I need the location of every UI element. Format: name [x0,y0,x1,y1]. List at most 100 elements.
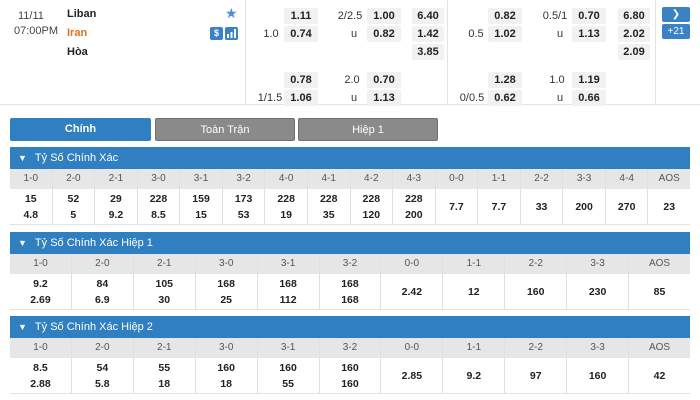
section-header[interactable]: ▼ Tỷ Số Chính Xác Hiệp 1 [10,232,690,254]
odds-value[interactable]: 12 [467,286,480,298]
odds-away-score[interactable]: 112 [279,294,297,306]
score-odds-cell[interactable]: 228 120 [351,189,394,224]
odds-away-score[interactable]: 18 [158,378,171,390]
odds-home-score[interactable]: 160 [279,362,297,374]
odds-home-score[interactable]: 168 [217,278,235,290]
odds-away-score[interactable]: 120 [362,209,381,221]
score-odds-cell[interactable]: 2.85 [381,358,444,393]
odds-value[interactable]: 85 [653,286,666,298]
tab-main[interactable]: Chính [10,118,151,141]
expand-chevron-icon[interactable]: ❯ [662,7,690,22]
score-odds-cell[interactable]: 200 [563,189,606,224]
odds-home-score[interactable]: 160 [341,362,359,374]
section-header[interactable]: ▼ Tỷ Số Chính Xác Hiệp 2 [10,316,690,338]
odds-value[interactable]: 9.2 [466,370,482,382]
odds-away-score[interactable]: 200 [405,209,423,221]
odds-away-score[interactable]: 2.88 [30,378,51,390]
score-odds-cell[interactable]: 97 [505,358,568,393]
score-odds-cell[interactable]: 168 25 [196,274,258,309]
odds-value[interactable]: 200 [575,201,593,213]
odds-value[interactable]: 160 [526,286,545,298]
score-odds-cell[interactable]: 15 4.8 [10,189,53,224]
score-odds-cell[interactable]: 2.42 [381,274,444,309]
odds-away-score[interactable]: 4.8 [23,209,39,221]
score-odds-cell[interactable]: 160 55 [258,358,320,393]
favorite-star-icon[interactable]: ★ [225,5,238,21]
odds-home-score[interactable]: 55 [158,362,171,374]
away-team[interactable]: Iran [67,27,88,39]
h1-odds2-under[interactable]: 0.66 [572,90,606,106]
score-odds-cell[interactable]: 54 5.8 [72,358,134,393]
odds-home-score[interactable]: 228 [277,193,295,205]
score-odds-cell[interactable]: 8.5 2.88 [10,358,72,393]
odds-1x2-draw[interactable]: 3.85 [412,44,444,60]
odds2-under[interactable]: 1.13 [367,90,401,106]
odds-over[interactable]: 1.00 [367,8,401,24]
odds-away-score[interactable]: 9.2 [108,209,124,221]
odds-home-score[interactable]: 168 [279,278,297,290]
score-odds-cell[interactable]: 9.2 [443,358,506,393]
odds-value[interactable]: 230 [588,286,607,298]
odds-value[interactable]: 7.7 [449,201,464,213]
odds-home-score[interactable]: 159 [192,193,210,205]
score-odds-cell[interactable]: 160 [505,274,568,309]
more-markets-button[interactable]: +21 [662,24,690,39]
odds-home-score[interactable]: 228 [149,193,168,205]
odds-value[interactable]: 270 [617,201,636,213]
h1-odds-1x2-draw[interactable]: 2.09 [618,44,650,60]
odds-home-score[interactable]: 84 [96,278,109,290]
odds-away-score[interactable]: 30 [158,294,171,306]
odds-home-score[interactable]: 52 [67,193,80,205]
odds-home-score[interactable]: 228 [405,193,423,205]
score-odds-cell[interactable]: 9.2 2.69 [10,274,72,309]
score-odds-cell[interactable]: 29 9.2 [95,189,138,224]
score-odds-cell[interactable]: 7.7 [436,189,479,224]
odds-home-score[interactable]: 15 [24,193,37,205]
score-odds-cell[interactable]: 33 [521,189,564,224]
odds-value[interactable]: 2.42 [401,286,423,298]
h1-odds-hdp-home[interactable]: 0.82 [488,8,522,24]
odds-value[interactable]: 7.7 [491,201,507,213]
odds2-over[interactable]: 0.70 [367,72,401,88]
h1-odds2-hdp-home[interactable]: 1.28 [488,72,522,88]
odds-home-score[interactable]: 160 [217,362,235,374]
odds-away-score[interactable]: 6.9 [95,294,110,306]
h1-odds2-over[interactable]: 1.19 [572,72,606,88]
odds-away-score[interactable]: 2.69 [30,294,51,306]
score-odds-cell[interactable]: 228 200 [393,189,436,224]
odds-away-score[interactable]: 15 [195,209,207,221]
score-odds-cell[interactable]: 228 35 [308,189,351,224]
odds-home-score[interactable]: 9.2 [33,278,48,290]
odds-away-score[interactable]: 53 [237,209,250,221]
tab-first-half[interactable]: Hiệp 1 [298,118,438,141]
score-odds-cell[interactable]: 23 [648,189,690,224]
odds-away-score[interactable]: 18 [220,378,233,390]
home-team[interactable]: Liban [67,8,97,20]
odds-away-score[interactable]: 5 [70,209,77,221]
odds-hdp-home[interactable]: 1.11 [284,8,318,24]
score-odds-cell[interactable]: 228 8.5 [138,189,181,224]
section-header[interactable]: ▼ Tỷ Số Chính Xác [10,147,690,169]
score-odds-cell[interactable]: 159 15 [180,189,223,224]
score-odds-cell[interactable]: 85 [629,274,690,309]
score-odds-cell[interactable]: 42 [629,358,690,393]
odds-home-score[interactable]: 29 [110,193,122,205]
odds-away-score[interactable]: 19 [280,209,292,221]
score-odds-cell[interactable]: 12 [443,274,506,309]
h1-odds-over[interactable]: 0.70 [572,8,606,24]
score-odds-cell[interactable]: 270 [606,189,649,224]
odds2-hdp-home[interactable]: 0.78 [284,72,318,88]
odds-value[interactable]: 97 [529,370,542,382]
score-odds-cell[interactable]: 160 160 [320,358,382,393]
score-odds-cell[interactable]: 84 6.9 [72,274,134,309]
score-odds-cell[interactable]: 168 112 [258,274,320,309]
odds-home-score[interactable]: 173 [234,193,253,205]
score-odds-cell[interactable]: 7.7 [478,189,521,224]
score-odds-cell[interactable]: 160 18 [196,358,258,393]
odds-value[interactable]: 23 [663,201,676,213]
odds-value[interactable]: 42 [653,370,666,382]
score-odds-cell[interactable]: 52 5 [53,189,96,224]
odds-1x2-away[interactable]: 1.42 [412,26,444,42]
score-odds-cell[interactable]: 228 19 [265,189,308,224]
h1-odds2-hdp-away[interactable]: 0.62 [488,90,522,106]
